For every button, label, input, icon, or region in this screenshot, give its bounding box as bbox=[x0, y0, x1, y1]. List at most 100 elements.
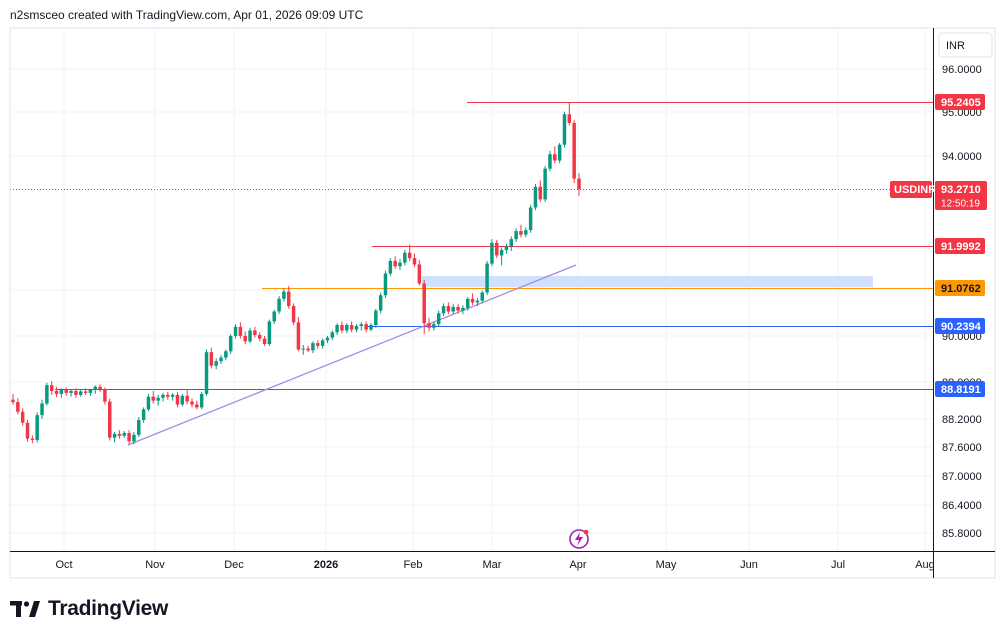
level-price-tag: 90.2394 bbox=[935, 318, 985, 334]
candle-body bbox=[562, 114, 567, 145]
candle-body bbox=[219, 357, 223, 362]
candle-body bbox=[74, 390, 78, 395]
candle bbox=[485, 260, 489, 296]
candle bbox=[388, 258, 393, 277]
candle bbox=[403, 250, 407, 266]
candle bbox=[316, 340, 320, 349]
price-tag-bg bbox=[935, 238, 985, 254]
x-tick-label: Jun bbox=[740, 559, 758, 571]
candle-body bbox=[122, 433, 127, 436]
candle-body bbox=[146, 396, 151, 410]
candle bbox=[88, 389, 93, 396]
candle bbox=[475, 297, 480, 307]
tradingview-logo: TradingView bbox=[10, 597, 168, 621]
y-tick-label: 88.2000 bbox=[942, 414, 982, 426]
candle bbox=[175, 391, 180, 408]
candle bbox=[538, 180, 543, 203]
candle-body bbox=[388, 260, 393, 274]
candle-body bbox=[30, 438, 35, 440]
candle bbox=[524, 227, 528, 238]
y-tick-label: 87.0000 bbox=[942, 471, 982, 483]
candle-body bbox=[553, 154, 557, 161]
candle bbox=[253, 326, 257, 338]
candle-body bbox=[495, 242, 499, 256]
candle bbox=[243, 331, 247, 345]
candle bbox=[296, 316, 301, 352]
candle-body bbox=[528, 207, 533, 231]
candle-body bbox=[509, 239, 514, 247]
candle-body bbox=[340, 325, 344, 331]
tradingview-logo-icon bbox=[10, 601, 40, 617]
price-tag-value: 90.2394 bbox=[941, 321, 982, 333]
candle-body bbox=[103, 389, 107, 402]
candle-body bbox=[432, 324, 436, 328]
candle bbox=[330, 330, 335, 341]
candle-body bbox=[137, 419, 141, 435]
candlestick-series bbox=[11, 102, 581, 445]
candle bbox=[548, 150, 552, 172]
candle bbox=[166, 391, 170, 400]
candle bbox=[480, 290, 484, 304]
candle bbox=[359, 322, 364, 331]
candle bbox=[16, 398, 20, 415]
candle bbox=[233, 324, 238, 339]
candle-body bbox=[470, 298, 475, 303]
candle bbox=[262, 335, 267, 346]
candle-body bbox=[170, 394, 175, 397]
y-tick-label: 86.4000 bbox=[942, 500, 982, 512]
candle bbox=[349, 321, 354, 333]
candle-body bbox=[543, 168, 547, 200]
candle-body bbox=[93, 386, 97, 390]
candle bbox=[417, 259, 422, 286]
candle bbox=[267, 319, 272, 346]
candle bbox=[25, 419, 30, 442]
candle bbox=[219, 354, 223, 364]
last-price-bg bbox=[935, 181, 987, 210]
price-tag-bg bbox=[935, 280, 985, 296]
level-price-tag: 91.0762 bbox=[935, 280, 985, 296]
candle bbox=[238, 322, 243, 339]
candle-body bbox=[83, 391, 88, 393]
candle bbox=[45, 382, 49, 406]
candle bbox=[519, 224, 523, 238]
candle bbox=[170, 392, 175, 401]
candle-body bbox=[98, 386, 102, 390]
price-tag-bg bbox=[935, 381, 985, 397]
candle bbox=[49, 381, 54, 395]
candle-body bbox=[49, 385, 54, 391]
x-tick-label: Apr bbox=[569, 559, 586, 571]
candle-body bbox=[354, 325, 359, 330]
candle bbox=[287, 286, 291, 309]
candle bbox=[441, 303, 446, 317]
candle bbox=[533, 184, 538, 211]
candle bbox=[204, 349, 209, 396]
candle bbox=[141, 407, 146, 423]
candle-body bbox=[175, 394, 180, 405]
candle-body bbox=[287, 291, 291, 307]
events-icon[interactable] bbox=[569, 529, 589, 549]
candle bbox=[20, 408, 25, 426]
candle bbox=[306, 345, 310, 353]
candle bbox=[311, 341, 315, 354]
candle bbox=[40, 399, 44, 419]
candle-body bbox=[277, 298, 281, 312]
candle bbox=[567, 102, 572, 126]
candle bbox=[407, 244, 412, 261]
candle bbox=[553, 146, 557, 164]
x-tick-label: Nov bbox=[145, 559, 165, 571]
level-price-tag: 91.9992 bbox=[935, 238, 985, 254]
candle-body bbox=[64, 390, 68, 393]
candle bbox=[161, 392, 165, 402]
candle bbox=[214, 358, 218, 370]
chart-frame bbox=[9, 27, 996, 579]
candle bbox=[69, 389, 73, 397]
x-tick-label: Jul bbox=[831, 559, 845, 571]
symbol-tag-bg bbox=[890, 181, 932, 198]
x-tick-label: Aug bbox=[915, 559, 935, 571]
candle-body bbox=[364, 324, 368, 330]
candle bbox=[577, 173, 581, 196]
candle-body bbox=[480, 292, 484, 301]
y-tick-label: 94.0000 bbox=[942, 151, 982, 163]
candle-body bbox=[282, 291, 286, 299]
